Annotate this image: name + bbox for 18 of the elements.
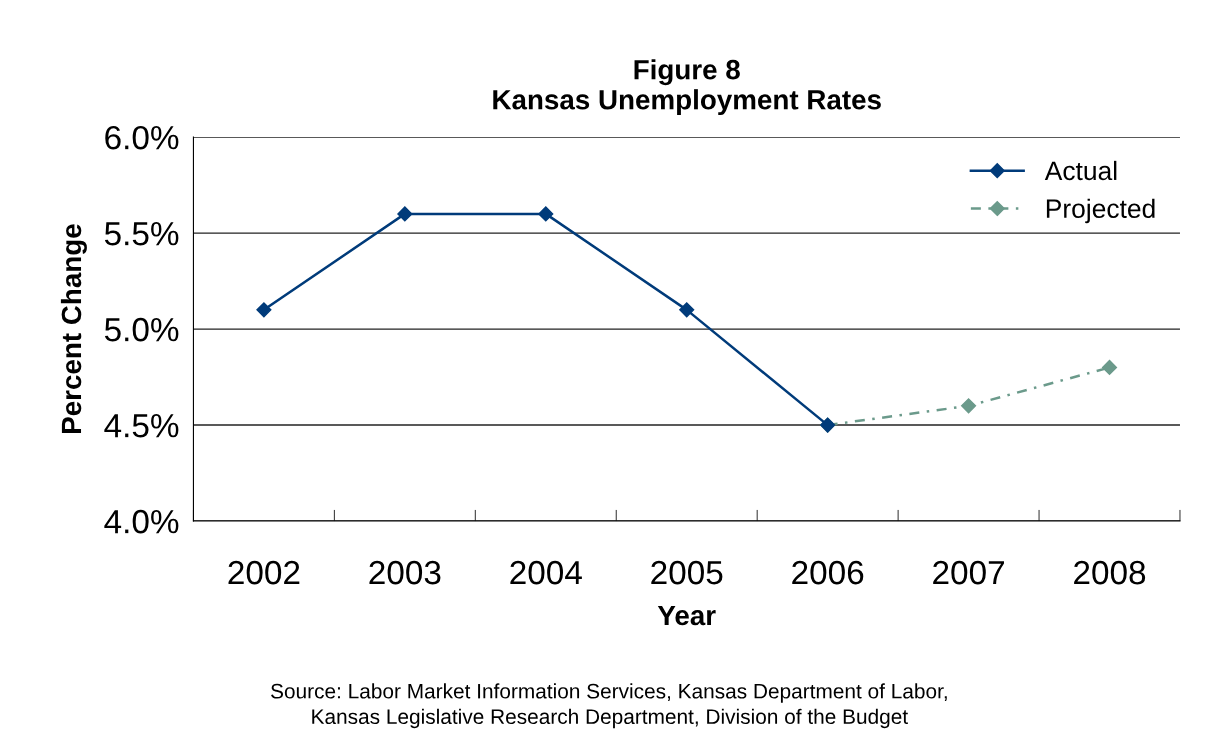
y-tick-label: 5.5% xyxy=(104,222,179,246)
y-tick-label: 5.0% xyxy=(104,317,179,342)
y-tick-label: 6.0% xyxy=(105,125,179,150)
x-tick-label: 2004 xyxy=(510,560,582,585)
x-tick-label: 2008 xyxy=(1074,560,1146,585)
legend-label: Projected xyxy=(1046,198,1155,224)
y-axis-title: Percent Change xyxy=(60,224,87,433)
legend-label: Actual xyxy=(1044,160,1117,181)
y-tick-label: 4.5% xyxy=(104,414,179,438)
x-tick-label: 2007 xyxy=(933,560,1004,585)
source-note: Source: Labor Market Information Services, Kansas Department of Labor, Kansas Legislative Research Department, Division of the Budget xyxy=(271,683,947,729)
x-tick-label: 2006 xyxy=(792,560,864,585)
y-tick-label: 4.0% xyxy=(104,509,179,534)
x-tick-label: 2005 xyxy=(651,560,723,585)
x-axis-title: Year xyxy=(657,605,716,626)
x-tick-label: 2003 xyxy=(369,560,441,585)
x-tick-label: 2002 xyxy=(228,560,300,585)
chart-title: Figure 8 Kansas Unemployment Rates xyxy=(493,59,881,116)
